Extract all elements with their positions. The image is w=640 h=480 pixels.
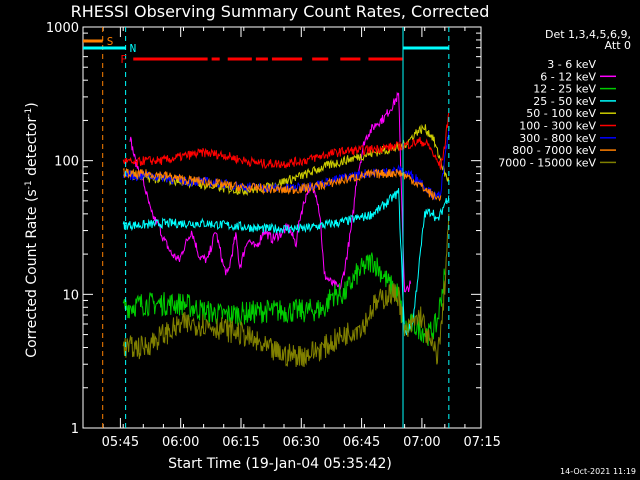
legend-label: 7000 - 15000 keV: [498, 156, 596, 169]
legend-label: 100 - 300 keV: [519, 120, 596, 133]
x-tick-label: 05:45: [102, 435, 139, 450]
chart-title: RHESSI Observing Summary Count Rates, Co…: [71, 2, 490, 21]
x-tick-label: 07:00: [403, 435, 440, 450]
series-line-12-25-kev: [122, 252, 446, 347]
series-line-800-7000-kev: [122, 167, 442, 202]
y-axis-label: Corrected Count Rate (s-1 detector-1): [24, 102, 40, 357]
legend-header: Att 0: [605, 39, 631, 52]
legend-label: 50 - 100 keV: [526, 107, 596, 120]
y-tick-label: 10: [62, 288, 79, 303]
flag-label-n: N: [130, 42, 137, 55]
x-axis-label: Start Time (19-Jan-04 05:35:42): [168, 456, 392, 472]
series-line-25-50-kev: [122, 188, 450, 336]
flag-label-f: F: [120, 53, 127, 66]
series-line-7000-15000-kev: [122, 213, 450, 368]
series-line-100-300-kev: [122, 112, 450, 171]
legend-label: 12 - 25 keV: [533, 83, 596, 96]
y-tick-label: 1: [71, 422, 79, 437]
x-tick-label: 06:45: [343, 435, 380, 450]
legend-header: Det 1,3,4,5,6,9,: [545, 28, 631, 41]
footer-date: 14-Oct-2021 11:19: [560, 467, 636, 476]
y-tick-label: 1000: [46, 21, 79, 36]
x-tick-label: 07:15: [463, 435, 500, 450]
plot-frame: [82, 26, 482, 429]
legend-label: 300 - 800 keV: [519, 132, 596, 145]
legend-label: 6 - 12 keV: [540, 70, 596, 83]
legend-label: 25 - 50 keV: [533, 95, 596, 108]
flag-label-s: S: [107, 35, 114, 48]
x-tick-label: 06:00: [162, 435, 199, 450]
x-tick-label: 06:30: [283, 435, 320, 450]
tick-labels: 1 10 100 1000 05:45 06:00 06:15 06:30 06:45 07:00…: [46, 21, 501, 450]
series-layer: [122, 91, 450, 410]
legend-label: 800 - 7000 keV: [512, 144, 596, 157]
legend-label: 3 - 6 keV: [547, 58, 596, 71]
x-tick-label: 06:15: [222, 435, 259, 450]
series-line-6-12-kev: [129, 91, 412, 293]
y-tick-label: 100: [54, 155, 79, 170]
flag-bars: S NF: [83, 27, 450, 428]
